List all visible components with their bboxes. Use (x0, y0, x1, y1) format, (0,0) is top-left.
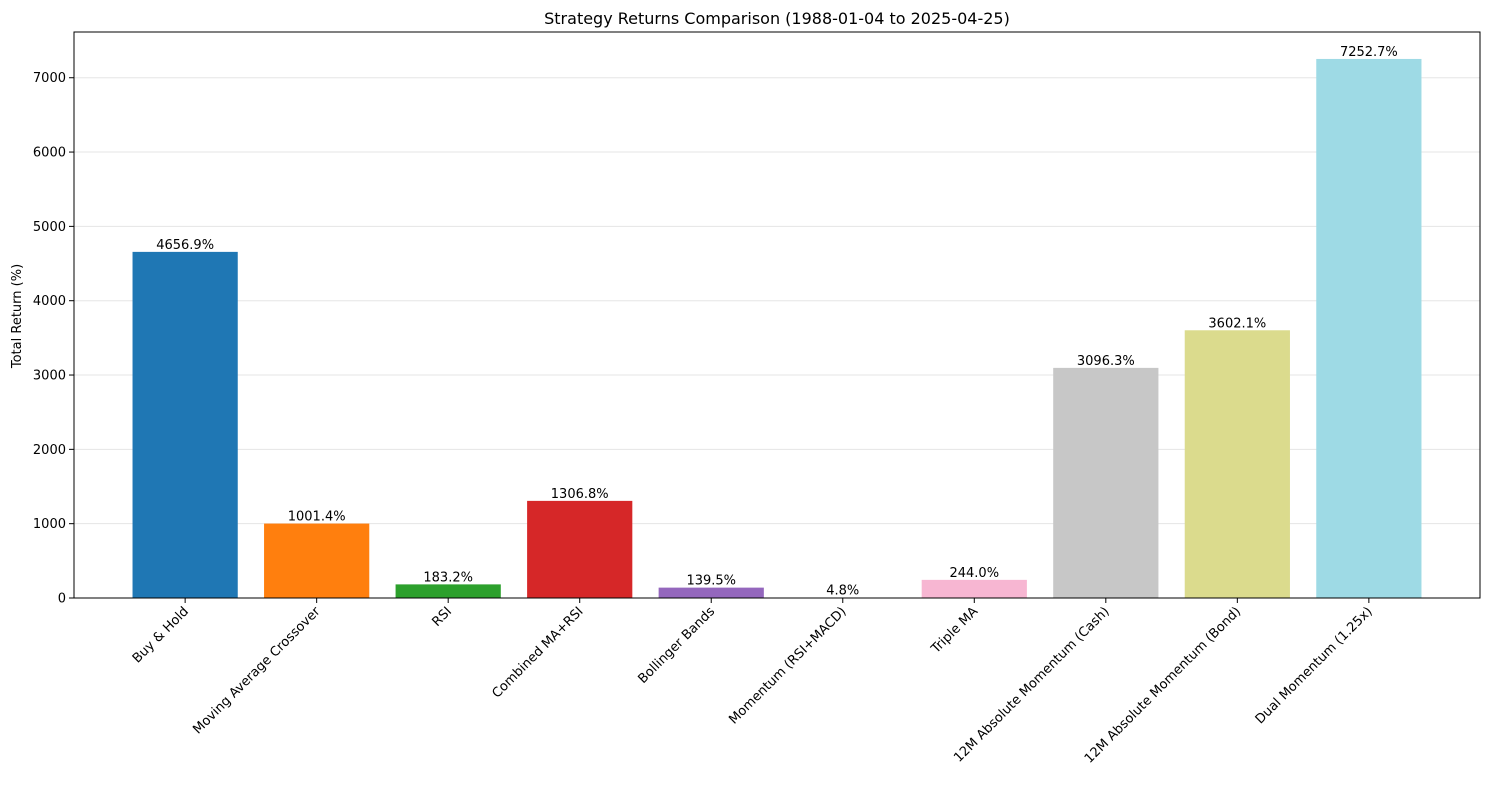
bar (1316, 59, 1421, 598)
data-label: 244.0% (949, 566, 999, 581)
data-label: 1306.8% (551, 487, 609, 502)
y-tick-label: 4000 (33, 294, 66, 309)
y-tick-label: 1000 (33, 517, 66, 532)
bar (922, 580, 1027, 598)
data-label: 7252.7% (1340, 45, 1398, 60)
bar (264, 524, 369, 598)
bar (659, 588, 764, 598)
bar (1185, 330, 1290, 598)
data-label: 183.2% (423, 570, 473, 585)
bar (1053, 368, 1158, 598)
y-tick-label: 7000 (33, 71, 66, 86)
data-label: 139.5% (686, 574, 736, 589)
bar (396, 584, 501, 598)
bar (527, 501, 632, 598)
data-label: 4.8% (826, 584, 859, 599)
y-tick-label: 3000 (33, 369, 66, 384)
data-label: 3602.1% (1208, 316, 1266, 331)
y-tick-label: 6000 (33, 146, 66, 161)
bar (133, 252, 238, 598)
data-label: 4656.9% (156, 238, 214, 253)
chart-title: Strategy Returns Comparison (1988-01-04 … (544, 9, 1010, 28)
data-label: 1001.4% (288, 510, 346, 525)
y-tick-label: 0 (58, 592, 66, 607)
y-axis-label: Total Return (%) (10, 264, 25, 369)
y-tick-label: 2000 (33, 443, 66, 458)
y-tick-label: 5000 (33, 220, 66, 235)
data-label: 3096.3% (1077, 354, 1135, 369)
